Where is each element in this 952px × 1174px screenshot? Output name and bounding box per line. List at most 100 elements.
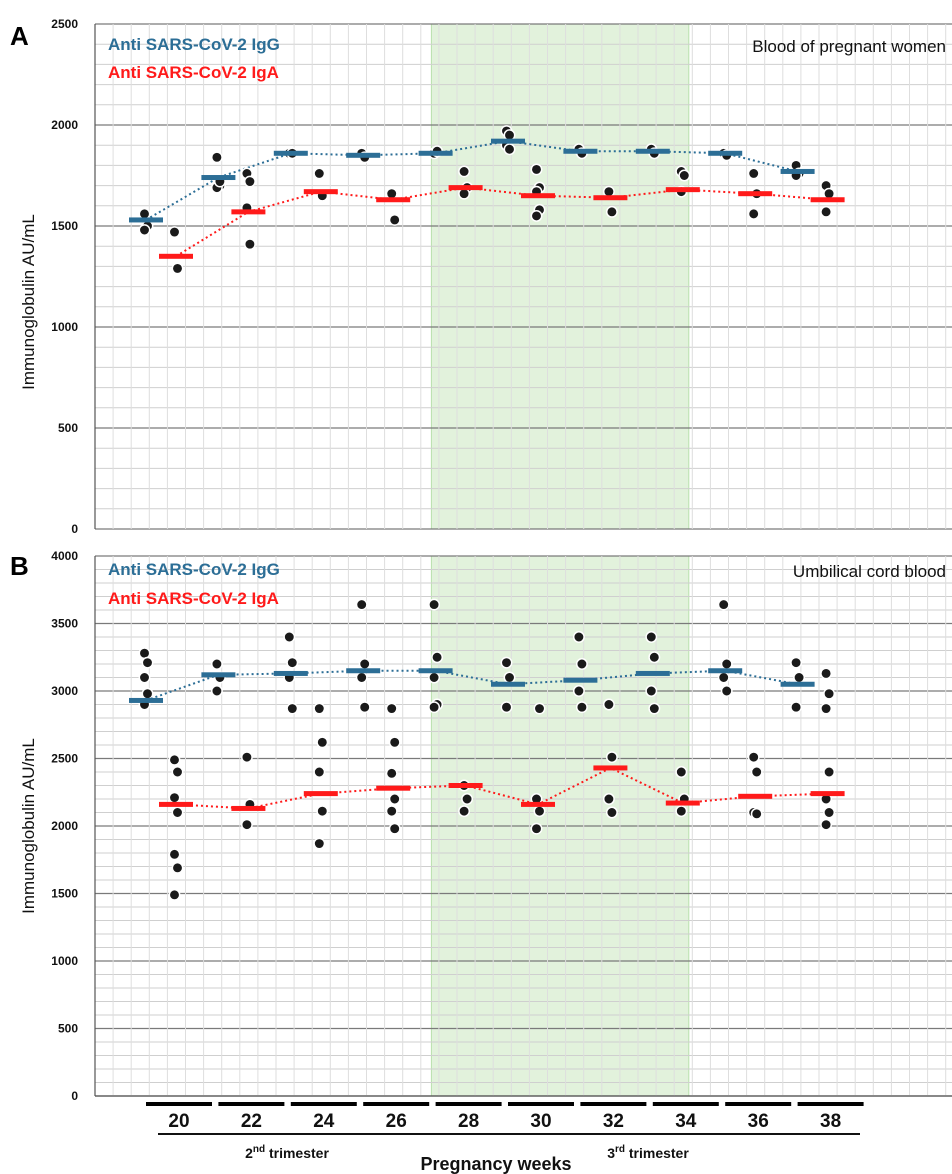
data-point [141,687,154,700]
data-point [605,751,618,764]
data-point [790,656,803,669]
data-point [500,701,513,714]
data-point [533,702,546,715]
iga-trend-line [175,186,828,258]
igg-mean-bar [780,681,815,687]
data-point [388,736,401,749]
data-point [720,658,733,670]
y-tick-label: 0 [71,522,78,536]
panel-b-subtitle: Umbilical cord blood [793,562,946,581]
data-point [575,658,588,670]
iga-mean-bar [448,783,483,788]
data-point [648,651,661,664]
data-point [645,685,658,697]
igg-mean-bar [273,670,308,676]
igg-mean-bar [708,150,743,156]
data-point [313,766,326,778]
iga-mean-bar [448,185,483,191]
data-point [533,805,546,818]
y-tick-label: 500 [58,1022,78,1036]
panel-b-marks [129,598,845,901]
second-trimester-label: 2nd trimester [245,1144,329,1161]
x-tick-label: 20 [168,1111,189,1132]
data-point [316,736,329,749]
x-tick-label: 30 [530,1111,551,1132]
data-point [428,598,441,611]
iga-mean-bar [521,801,555,807]
iga-mean-bar [738,793,773,799]
data-point [750,807,763,820]
data-point [286,702,299,715]
data-point [431,651,444,664]
y-tick-label: 3000 [51,684,78,698]
igg-mean-bar [563,677,598,683]
data-point [171,766,184,778]
data-point [168,791,181,804]
panel-a-letter: A [10,21,29,51]
data-point [645,631,658,643]
igg-mean-bar [708,668,743,674]
data-point [823,806,836,819]
igg-mean-bar [635,148,670,154]
data-point [572,685,585,697]
igg-trend-line [145,669,798,702]
data-point [355,671,368,684]
y-tick-label: 0 [71,1089,78,1103]
data-point [675,766,688,778]
x-tick-label: 34 [675,1111,697,1132]
data-point [283,631,296,643]
data-point [168,753,181,766]
iga-mean-bar [665,187,700,193]
y-tick-label: 2000 [51,819,78,833]
x-tick-label: 36 [748,1111,769,1132]
panel-a-third-trimester-shade [430,23,690,530]
data-point [793,671,806,684]
y-tick-label: 3500 [51,617,78,631]
data-point [530,163,543,176]
data-point [678,169,691,182]
data-point [820,702,833,715]
iga-mean-bar [593,765,628,771]
data-point [210,151,223,164]
data-point [820,205,833,218]
data-point [138,224,151,236]
x-tick-label: 32 [603,1111,624,1132]
data-point [530,209,543,222]
data-point [138,671,151,684]
data-point [717,671,730,684]
data-point [388,793,401,805]
data-point [648,702,661,715]
data-point [747,167,760,180]
x-tick-label: 28 [458,1111,479,1132]
data-point [530,822,543,835]
x-tick-label: 24 [313,1111,335,1132]
data-point [602,698,615,711]
igg-mean-bar [201,175,236,181]
x-tick-label: 22 [241,1111,262,1132]
iga-mean-bar [376,197,411,203]
igg-mean-bar [201,672,236,678]
iga-mean-bar [303,189,338,195]
data-point [605,806,618,819]
y-tick-label: 2000 [51,118,78,132]
panel-b-y-ticks: 0 500 1000 1500 2000 2500 3000 3500 4000 [51,549,78,1103]
data-point [243,175,256,188]
y-tick-label: 2500 [51,752,78,766]
data-point [286,656,299,669]
data-point [575,701,588,714]
data-point [820,818,833,831]
data-point [171,806,184,819]
iga-mean-bar [810,791,845,797]
data-point [385,767,398,780]
x-tick-label: 26 [386,1111,407,1132]
data-point [388,822,401,835]
igg-mean-bar [491,138,525,144]
panel-a-y-ticks: 0 500 1000 1500 2000 2500 [51,17,78,536]
y-tick-label: 500 [58,421,78,435]
third-trimester-label: 3rd trimester [607,1144,689,1161]
panel-a: 0 500 1000 1500 2000 2500 A Anti SARS-CoV-2 I… [10,17,952,536]
panel-a-legend-igg: Anti SARS-CoV-2 IgG [108,35,280,54]
data-point [675,805,688,818]
igg-mean-bar [129,217,163,223]
igg-mean-bar [346,668,381,674]
